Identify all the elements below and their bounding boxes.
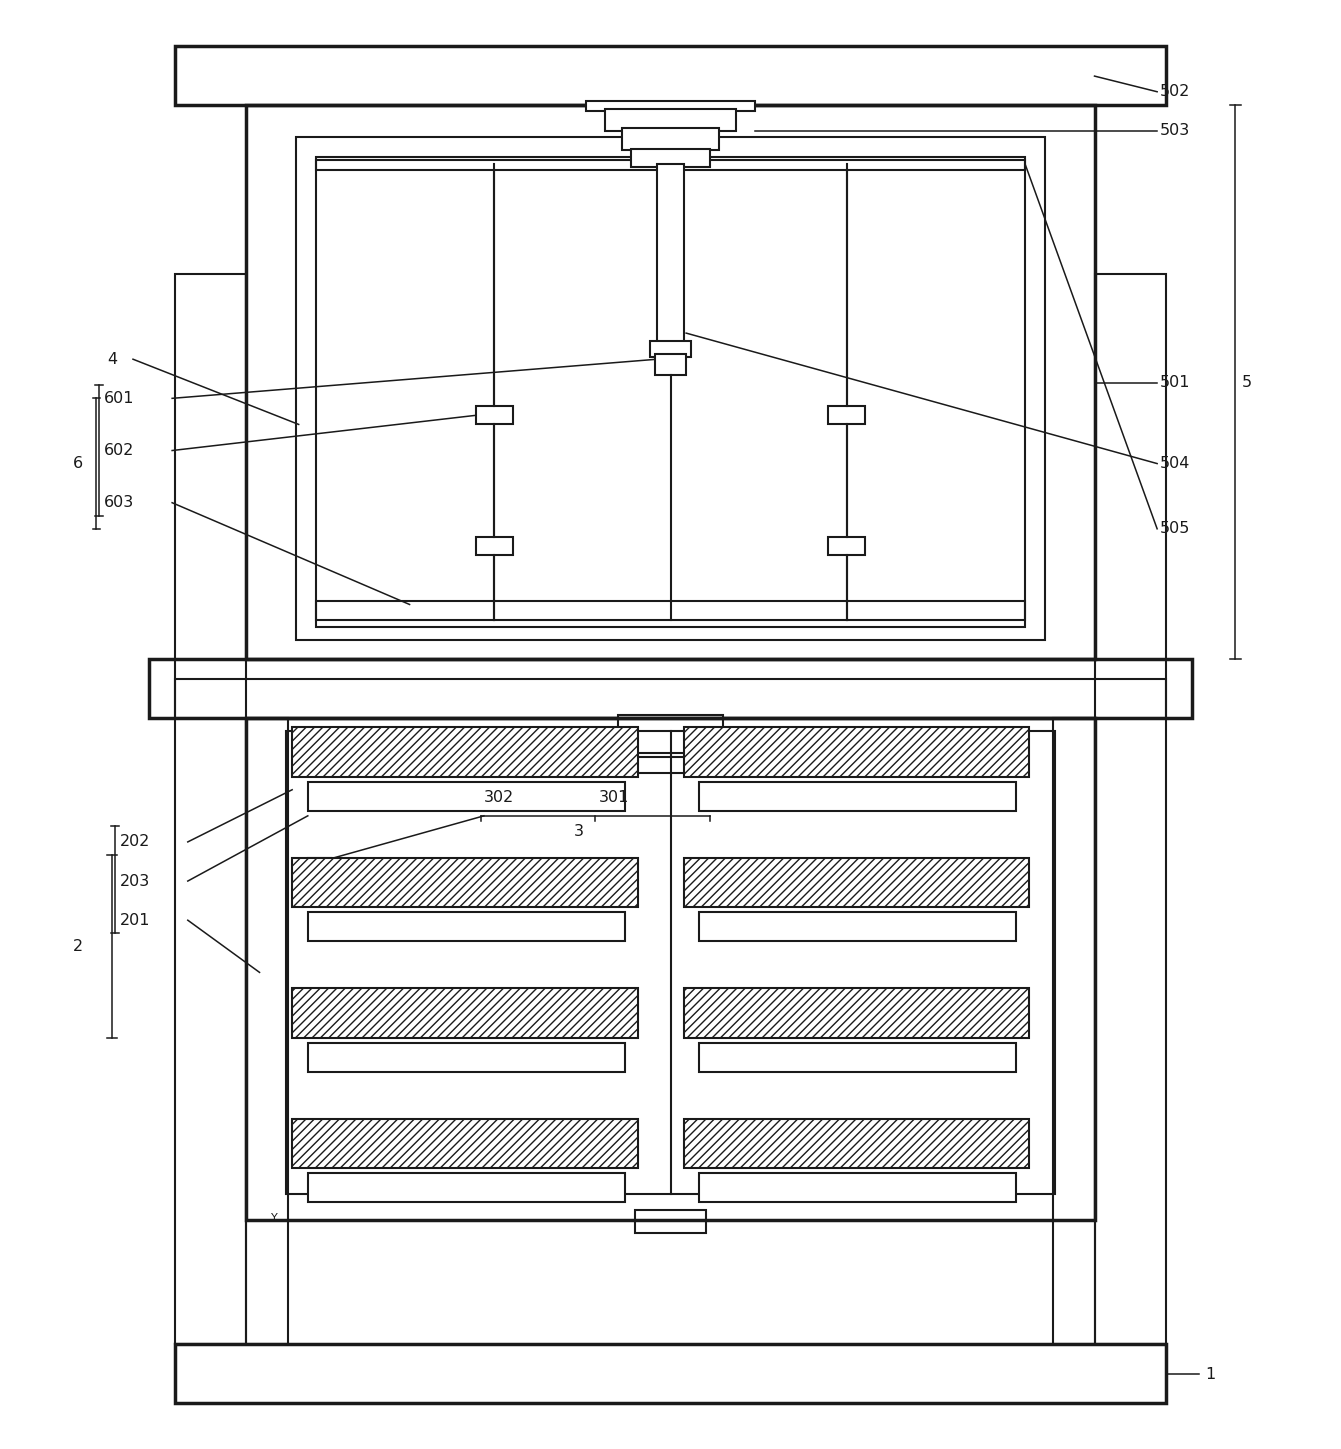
Text: 602: 602 xyxy=(105,443,134,458)
Bar xyxy=(684,1119,1030,1168)
Text: 6: 6 xyxy=(72,456,83,471)
Bar xyxy=(286,732,1055,1194)
Bar xyxy=(296,138,1045,639)
Bar xyxy=(654,354,687,375)
Text: 201: 201 xyxy=(119,913,150,927)
Bar xyxy=(699,1043,1016,1072)
Text: 3: 3 xyxy=(574,824,585,839)
Bar xyxy=(315,600,1026,626)
Bar xyxy=(699,782,1016,810)
Text: 203: 203 xyxy=(119,874,150,888)
Bar xyxy=(174,46,1167,104)
Bar xyxy=(684,858,1030,907)
Bar xyxy=(247,717,1094,1220)
Bar xyxy=(308,1043,625,1072)
Bar xyxy=(174,274,247,1345)
Bar xyxy=(618,716,723,758)
Bar xyxy=(292,727,638,777)
Text: 301: 301 xyxy=(598,790,629,806)
Bar xyxy=(308,913,625,940)
Bar xyxy=(292,1119,638,1168)
Bar xyxy=(315,159,1026,170)
Bar xyxy=(699,1174,1016,1203)
Text: 2: 2 xyxy=(72,939,83,953)
Bar xyxy=(247,717,288,1345)
Bar xyxy=(649,341,692,356)
Text: 601: 601 xyxy=(105,391,135,406)
Bar xyxy=(636,1210,705,1233)
Bar xyxy=(586,101,755,112)
Text: 501: 501 xyxy=(1160,375,1191,390)
Bar xyxy=(247,104,1094,659)
Bar xyxy=(476,536,512,555)
Bar xyxy=(476,406,512,425)
Bar xyxy=(174,1345,1167,1403)
Bar xyxy=(315,156,1026,620)
Text: 202: 202 xyxy=(119,835,150,849)
Text: 505: 505 xyxy=(1160,522,1189,536)
Bar xyxy=(632,149,709,168)
Bar xyxy=(605,109,736,130)
Text: 603: 603 xyxy=(105,496,134,510)
Bar xyxy=(292,858,638,907)
Bar xyxy=(699,913,1016,940)
Text: Y: Y xyxy=(271,1213,278,1223)
Bar xyxy=(308,1174,625,1203)
Bar xyxy=(1094,274,1167,1345)
Bar xyxy=(292,988,638,1037)
Text: 502: 502 xyxy=(1160,84,1189,99)
Bar xyxy=(622,129,719,151)
Text: 302: 302 xyxy=(484,790,514,806)
Bar xyxy=(657,164,684,346)
Bar xyxy=(684,988,1030,1037)
Bar xyxy=(829,536,865,555)
Text: 503: 503 xyxy=(1160,123,1189,139)
Bar xyxy=(1053,717,1094,1345)
Text: 4: 4 xyxy=(107,352,117,367)
Bar xyxy=(149,659,1192,717)
Bar xyxy=(684,727,1030,777)
Text: 504: 504 xyxy=(1160,456,1189,471)
Bar xyxy=(308,858,331,881)
Bar xyxy=(174,678,1167,717)
Bar xyxy=(636,753,705,772)
Text: 5: 5 xyxy=(1242,375,1252,390)
Bar xyxy=(308,782,625,810)
Bar xyxy=(829,406,865,425)
Text: 1: 1 xyxy=(1206,1366,1216,1382)
